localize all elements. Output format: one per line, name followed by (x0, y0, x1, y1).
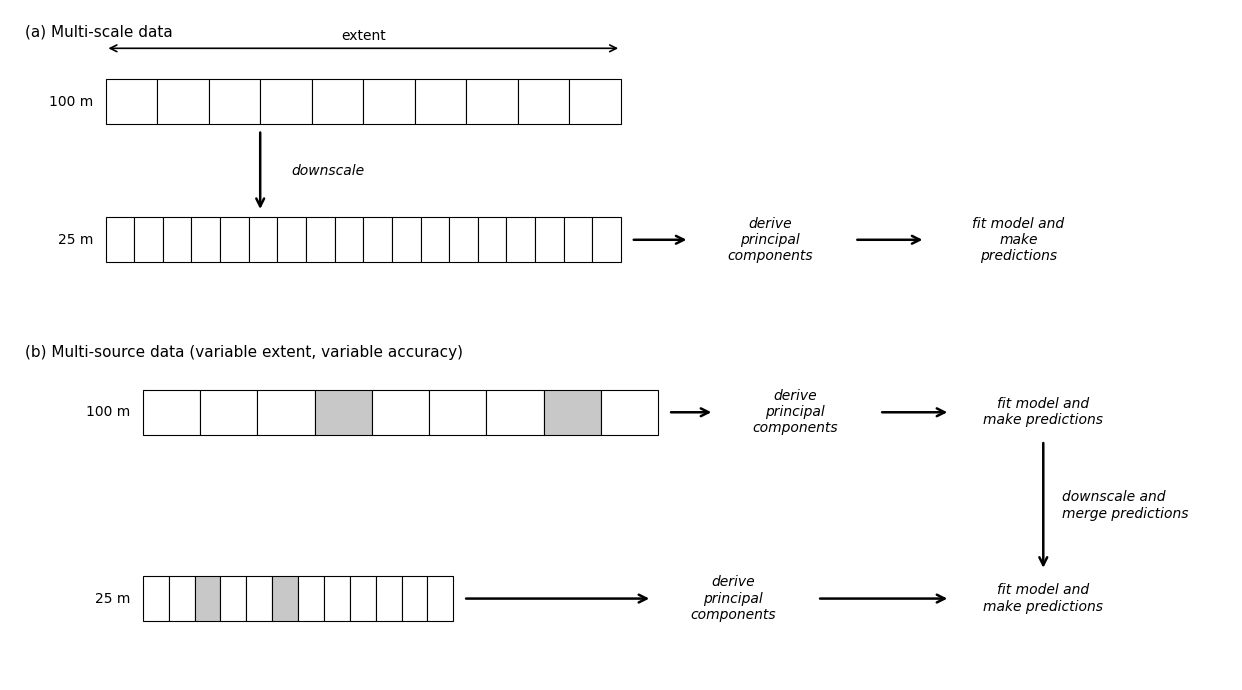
Bar (350, 576, 375, 621)
Text: derive
principal
components: derive principal components (728, 217, 812, 263)
Bar (363, 79, 415, 124)
Bar (564, 217, 592, 262)
Bar (392, 217, 421, 262)
Bar (450, 217, 478, 262)
Bar (134, 217, 163, 262)
Bar (298, 576, 324, 621)
Text: 100 m: 100 m (86, 405, 130, 420)
Text: derive
principal
components: derive principal components (753, 389, 837, 435)
Bar (487, 390, 544, 435)
Bar (169, 576, 195, 621)
Bar (467, 79, 518, 124)
Bar (518, 79, 569, 124)
Text: fit model and
make predictions: fit model and make predictions (984, 584, 1103, 613)
Text: (a) Multi-scale data: (a) Multi-scale data (25, 24, 173, 39)
Text: derive
principal
components: derive principal components (691, 575, 775, 622)
Bar (248, 217, 277, 262)
Bar (415, 79, 467, 124)
Bar (221, 576, 246, 621)
Bar (334, 217, 363, 262)
Bar (156, 79, 209, 124)
Bar (106, 217, 134, 262)
Bar (143, 390, 200, 435)
Text: 100 m: 100 m (48, 95, 93, 109)
Text: downscale and
merge predictions: downscale and merge predictions (1062, 491, 1189, 520)
Bar (191, 217, 220, 262)
Bar (200, 390, 257, 435)
Bar (195, 576, 221, 621)
Bar (106, 79, 156, 124)
Bar (478, 217, 507, 262)
Bar (401, 576, 427, 621)
Bar (257, 390, 314, 435)
Bar (363, 217, 392, 262)
Bar (143, 576, 169, 621)
Bar (375, 576, 401, 621)
Text: fit model and
make
predictions: fit model and make predictions (972, 217, 1064, 263)
Bar (312, 79, 363, 124)
Bar (272, 576, 298, 621)
Bar (261, 79, 312, 124)
Text: (b) Multi-source data (variable extent, variable accuracy): (b) Multi-source data (variable extent, … (25, 345, 463, 360)
Bar (507, 217, 535, 262)
Text: downscale: downscale (291, 164, 364, 178)
Bar (314, 390, 371, 435)
Bar (324, 576, 350, 621)
Text: fit model and
make predictions: fit model and make predictions (984, 397, 1103, 427)
Text: extent: extent (340, 29, 386, 43)
Bar (277, 217, 306, 262)
Bar (163, 217, 191, 262)
Bar (246, 576, 272, 621)
Bar (569, 79, 621, 124)
Bar (430, 390, 487, 435)
Bar (592, 217, 621, 262)
Bar (427, 576, 453, 621)
Bar (306, 217, 334, 262)
Bar (371, 390, 430, 435)
Bar (220, 217, 248, 262)
Bar (544, 390, 601, 435)
Text: 25 m: 25 m (58, 233, 93, 247)
Bar (421, 217, 450, 262)
Text: 25 m: 25 m (96, 591, 130, 606)
Bar (601, 390, 658, 435)
Bar (209, 79, 260, 124)
Bar (535, 217, 564, 262)
